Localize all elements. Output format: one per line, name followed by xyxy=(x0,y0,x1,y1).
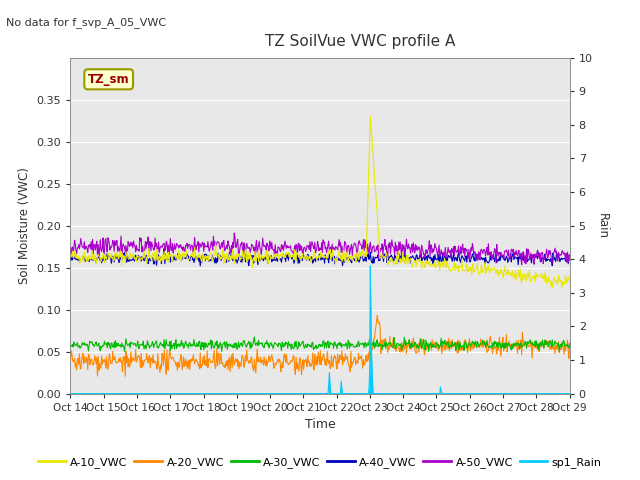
Text: TZ_sm: TZ_sm xyxy=(88,73,129,86)
Text: No data for f_svp_A_05_VWC: No data for f_svp_A_05_VWC xyxy=(6,17,166,28)
X-axis label: Time: Time xyxy=(305,418,335,431)
Y-axis label: Soil Moisture (VWC): Soil Moisture (VWC) xyxy=(18,167,31,284)
Legend: A-10_VWC, A-20_VWC, A-30_VWC, A-40_VWC, A-50_VWC, sp1_Rain: A-10_VWC, A-20_VWC, A-30_VWC, A-40_VWC, … xyxy=(34,452,606,472)
Title: TZ SoilVue VWC profile A: TZ SoilVue VWC profile A xyxy=(265,35,455,49)
Y-axis label: Rain: Rain xyxy=(596,213,609,239)
